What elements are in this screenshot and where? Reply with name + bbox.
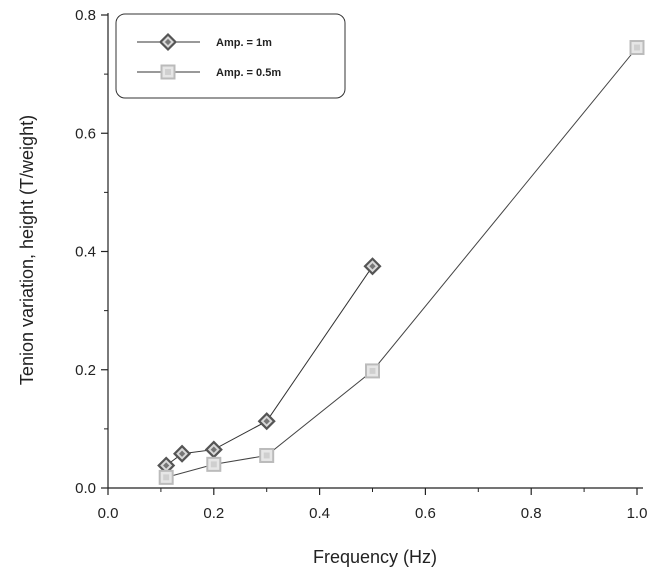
legend-box [115,13,346,99]
series-layer [157,40,645,485]
series-1-point-2 [259,447,275,463]
series-0-line [165,265,373,466]
series-0-point-1 [173,444,192,463]
y-tick-label-0: 0.0 [75,480,96,497]
series-0-point-2 [204,440,223,459]
x-tick-label-0: 0.0 [98,505,119,522]
x-tick-label-2: 0.4 [309,505,330,522]
y-tick-label-3: 0.6 [75,125,96,142]
y-axis-title: Tenion variation, height (T/weight) [17,115,37,385]
series-1-point-4 [629,40,645,56]
legend-marker-0 [158,32,178,52]
series-0-point-3 [257,412,276,431]
series-1-line [166,47,638,478]
series-0-point-4 [363,257,382,276]
x-tick-label-3: 0.6 [415,505,436,522]
x-ticks: 0.0 0.2 0.4 0.6 0.8 1.0 [98,488,648,522]
series-1-point-0 [158,469,174,485]
y-tick-label-2: 0.4 [75,244,96,261]
y-tick-label-1: 0.2 [75,362,96,379]
legend-items: Amp. = 1m Amp. = 0.5m [137,32,281,80]
legend-label-1: Amp. = 0.5m [216,67,281,79]
x-tick-label-5: 1.0 [627,505,648,522]
legend: Amp. = 1m Amp. = 0.5m [115,13,346,99]
x-axis-title: Frequency (Hz) [313,547,437,567]
series-1-point-3 [365,363,380,379]
x-tick-label-4: 0.8 [521,505,542,522]
series-1-point-1 [206,456,222,472]
axes [107,13,643,489]
legend-marker-1 [160,64,176,80]
x-tick-label-1: 0.2 [203,505,224,522]
y-ticks: 0.0 0.2 0.4 0.6 0.8 [75,7,108,497]
y-tick-label-4: 0.8 [75,7,96,24]
legend-label-0: Amp. = 1m [216,37,272,49]
